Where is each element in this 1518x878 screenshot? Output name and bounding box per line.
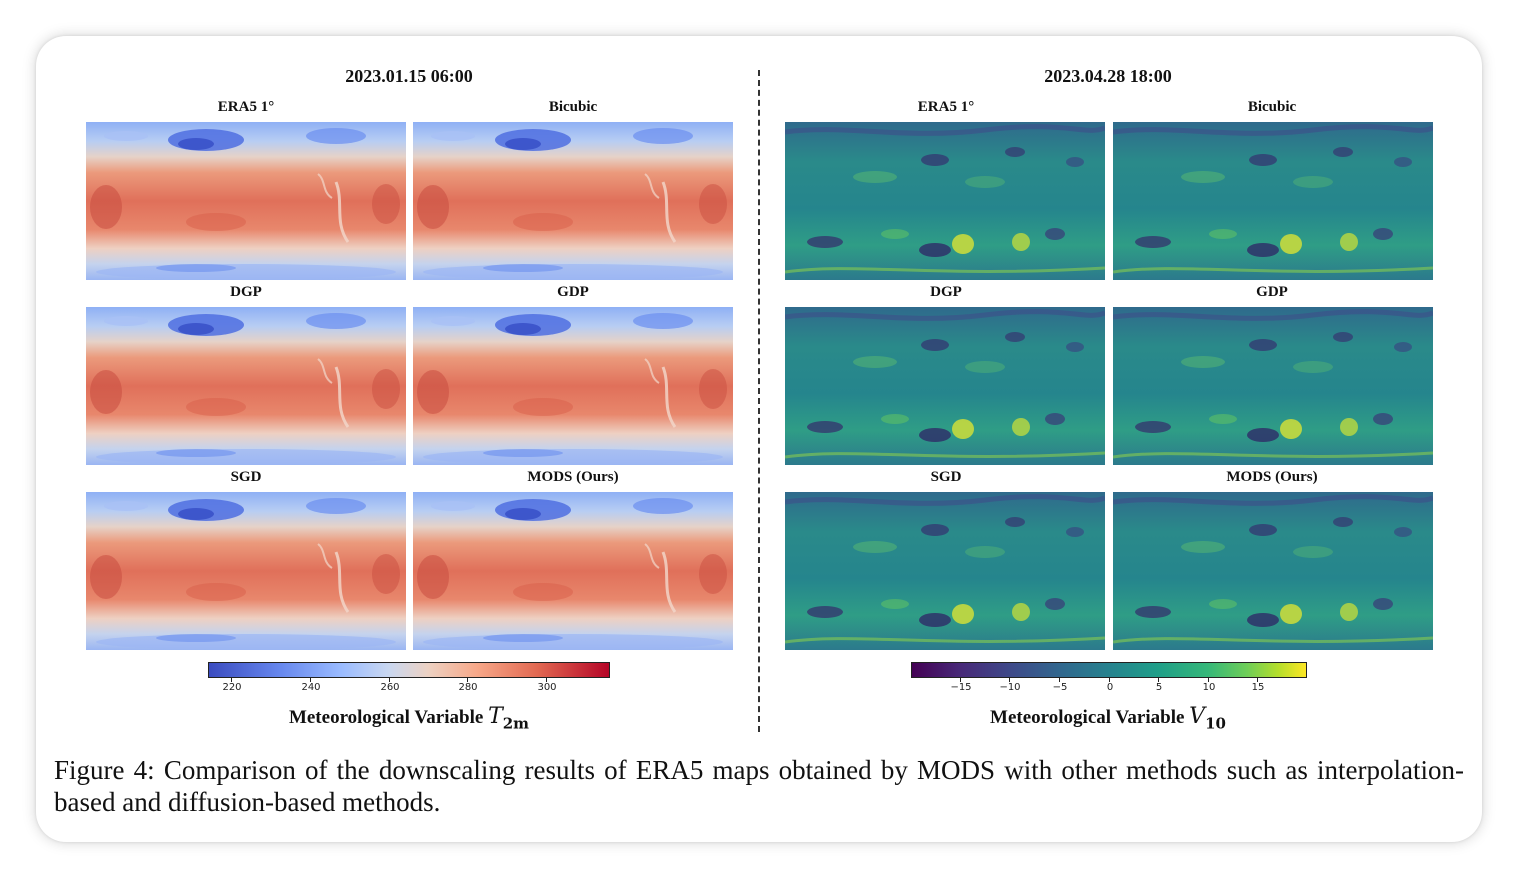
temp-tick-label: 240 — [301, 682, 321, 693]
temperature-map-bicubic — [413, 122, 733, 280]
left-label-gdp: GDP — [557, 284, 589, 300]
left-label-dgp: DGP — [230, 284, 262, 300]
left-label-sgd: SGD — [230, 469, 262, 485]
wind-map-gdp — [1113, 307, 1433, 465]
figure-caption: Figure 4: Comparison of the downscaling … — [54, 755, 1464, 817]
left-date-title: 2023.01.15 06:00 — [345, 66, 473, 86]
wind-map-bicubic — [1113, 122, 1433, 280]
wind-map-mods — [1113, 492, 1433, 650]
temperature-colorbar — [208, 662, 610, 678]
right-label-sgd: SGD — [930, 469, 962, 485]
panel-divider — [758, 70, 760, 732]
temp-tick-label: 300 — [537, 682, 557, 693]
temp-tick-label: 280 — [458, 682, 478, 693]
right-label-era5: ERA5 1° — [917, 99, 975, 115]
temperature-map-dgp — [86, 307, 406, 465]
wind-colorbar-title: Meteorological Variable V10 — [990, 704, 1226, 733]
temp-tick-label: 260 — [380, 682, 400, 693]
wind-tick-label: 15 — [1251, 682, 1265, 693]
temperature-map-sgd — [86, 492, 406, 650]
wind-map-dgp — [785, 307, 1105, 465]
right-label-bicubic: Bicubic — [1247, 99, 1297, 115]
wind-tick-label: −5 — [1052, 682, 1068, 693]
wind-tick-label: 10 — [1202, 682, 1216, 693]
wind-colorbar — [911, 662, 1307, 678]
temperature-map-gdp — [413, 307, 733, 465]
right-label-mods: MODS (Ours) — [1226, 469, 1318, 485]
left-label-era5: ERA5 1° — [217, 99, 275, 115]
wind-tick-label: −15 — [950, 682, 972, 693]
left-label-bicubic: Bicubic — [548, 99, 598, 115]
wind-tick-label: −10 — [999, 682, 1021, 693]
temperature-colorbar-title: Meteorological Variable T2m — [288, 704, 530, 733]
wind-map-era5 — [785, 122, 1105, 280]
right-label-dgp: DGP — [930, 284, 962, 300]
temp-tick-label: 220 — [222, 682, 242, 693]
left-label-mods: MODS (Ours) — [527, 469, 619, 485]
right-date-title: 2023.04.28 18:00 — [1044, 66, 1172, 86]
temperature-map-era5 — [86, 122, 406, 280]
wind-map-sgd — [785, 492, 1105, 650]
wind-tick-label: 0 — [1106, 682, 1114, 693]
temperature-map-mods — [413, 492, 733, 650]
wind-tick-label: 5 — [1155, 682, 1163, 693]
right-label-gdp: GDP — [1256, 284, 1288, 300]
